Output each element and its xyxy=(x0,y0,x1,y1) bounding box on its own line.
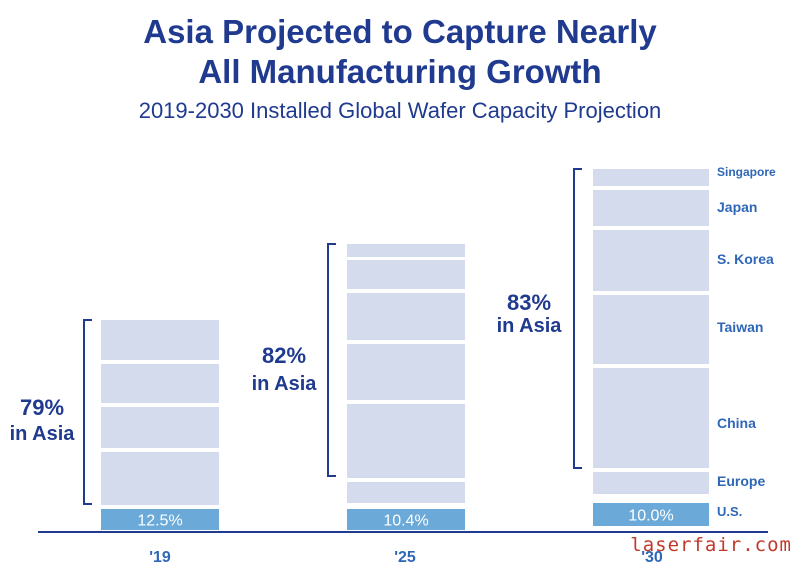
bar-segment xyxy=(347,293,465,340)
asia-share-pct: 82% xyxy=(262,343,306,368)
asia-share-pct: 83% xyxy=(507,290,551,315)
segment-labels: Singapore Japan S. Korea Taiwan China Europe U… xyxy=(717,165,776,519)
bar-segment-us xyxy=(347,509,465,530)
segment-label: Singapore xyxy=(717,165,776,179)
bar-stack: 10.4% xyxy=(347,244,465,530)
bar-segment xyxy=(347,404,465,478)
us-share-label: 10.4% xyxy=(383,513,428,530)
asia-bracket xyxy=(83,319,92,505)
bar-segment-us xyxy=(101,509,219,530)
segment-label: China xyxy=(717,415,756,431)
asia-bracket xyxy=(573,168,582,469)
bar-segment xyxy=(593,190,709,226)
asia-share-text: in Asia xyxy=(10,423,76,445)
bar-segment xyxy=(593,472,709,494)
bar-segment xyxy=(593,295,709,364)
bar-segment xyxy=(593,368,709,468)
chart-title: Asia Projected to Capture Nearly All Man… xyxy=(0,12,800,92)
bar-segment xyxy=(347,260,465,289)
bar-segment xyxy=(101,407,219,448)
asia-share-text: in Asia xyxy=(497,315,563,337)
bar-segment xyxy=(101,364,219,403)
asia-share-pct: 79% xyxy=(20,395,64,420)
chart-subtitle: 2019-2030 Installed Global Wafer Capacit… xyxy=(138,98,662,123)
asia-bracket xyxy=(327,243,336,477)
segment-label: Europe xyxy=(717,473,765,489)
segment-label: Japan xyxy=(717,199,757,215)
bar-segment xyxy=(347,244,465,257)
bar-stack: 10.0% xyxy=(593,169,709,526)
bar-segment xyxy=(593,230,709,291)
title-line-1: Asia Projected to Capture Nearly xyxy=(143,13,657,50)
bar-segment-us xyxy=(593,503,709,526)
title-line-2: All Manufacturing Growth xyxy=(198,53,602,90)
bar-segment xyxy=(101,452,219,505)
bar-segment xyxy=(347,482,465,503)
bar-segment xyxy=(347,344,465,400)
bar-segment xyxy=(101,320,219,360)
x-tick-labels: '19 '25 '30 xyxy=(149,549,663,566)
segment-label: S. Korea xyxy=(717,251,774,267)
us-share-label: 10.0% xyxy=(628,508,673,525)
bar-stack: 12.5% xyxy=(101,320,219,530)
asia-share-text: in Asia xyxy=(252,373,318,395)
us-share-label: 12.5% xyxy=(137,513,182,530)
segment-label: Taiwan xyxy=(717,319,763,335)
bar-segment xyxy=(593,169,709,186)
bars-group: 12.5% 10.4% 10.0% xyxy=(101,169,709,530)
x-tick-label: '30 xyxy=(641,549,663,566)
segment-label: U.S. xyxy=(717,504,742,519)
watermark-text: laserfair.com xyxy=(630,534,792,556)
x-tick-label: '25 xyxy=(394,549,416,566)
x-tick-label: '19 xyxy=(149,549,171,566)
